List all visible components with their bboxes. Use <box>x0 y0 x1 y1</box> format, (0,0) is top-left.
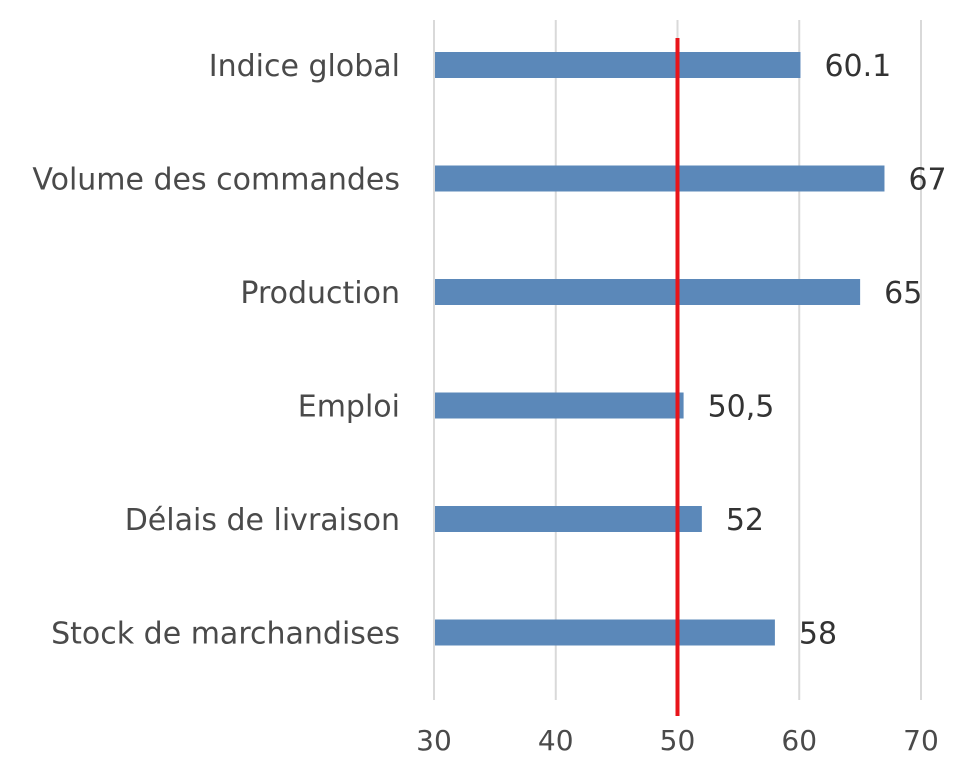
value-label: 65 <box>884 276 922 311</box>
value-label: 67 <box>908 163 946 198</box>
category-label: Stock de marchandises <box>51 617 400 652</box>
category-label: Emploi <box>298 390 400 425</box>
x-tick-label: 40 <box>538 724 574 757</box>
bar <box>435 279 861 305</box>
x-tick-label: 50 <box>660 724 696 757</box>
value-labels: 60.1 67 65 50,5 52 58 <box>708 49 947 652</box>
bar <box>435 165 885 192</box>
x-tick-label: 60 <box>781 724 817 757</box>
bar <box>435 52 801 78</box>
category-label: Indice global <box>209 49 400 84</box>
bar <box>435 619 775 646</box>
value-label: 52 <box>726 503 764 538</box>
category-label: Production <box>240 276 400 311</box>
category-labels: Indice global Volume des commandes Product… <box>32 49 400 652</box>
value-label: 60.1 <box>824 49 891 84</box>
category-label: Délais de livraison <box>125 503 400 538</box>
bar <box>435 506 702 532</box>
category-label: Volume des commandes <box>32 163 400 198</box>
bar <box>435 392 684 419</box>
value-label: 58 <box>799 617 837 652</box>
x-axis-ticks: 30 40 50 60 70 <box>416 724 939 757</box>
x-tick-label: 30 <box>416 724 452 757</box>
value-label: 50,5 <box>708 390 775 425</box>
x-tick-label: 70 <box>903 724 939 757</box>
bars <box>435 52 885 646</box>
